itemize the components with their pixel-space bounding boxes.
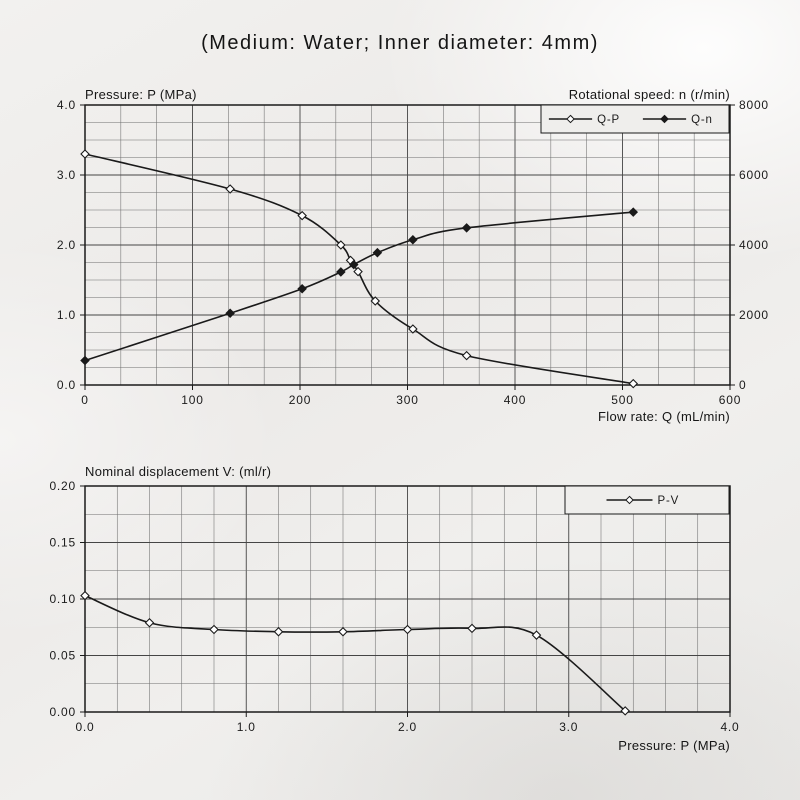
y-tick-label: 0.15: [49, 536, 76, 550]
open-diamond: [408, 324, 418, 334]
page-title: (Medium: Water; Inner diameter: 4mm): [201, 32, 599, 54]
x-tick-label: 400: [504, 393, 526, 407]
open-diamond: [402, 624, 413, 635]
filled-diamond: [348, 259, 359, 270]
open-diamond: [338, 626, 348, 637]
x-tick-label: 3.0: [559, 720, 578, 734]
x-tick-label: 4.0: [720, 720, 739, 734]
open-diamond: [80, 590, 90, 601]
y-tick-label: 0.10: [49, 592, 76, 606]
legend-marker: [660, 114, 669, 124]
open-diamond: [531, 630, 542, 640]
legend: Q-P Q-n: [540, 104, 730, 134]
flow-rate-chart: Pressure: P (MPa) Rotational speed: n (r…: [0, 85, 800, 445]
pressure-axis-title: Pressure: P (MPa): [85, 87, 197, 102]
legend-label: Q-n: [691, 114, 713, 126]
series-Q-P: [80, 149, 639, 389]
y-right-tick-label: 0: [739, 378, 746, 392]
grid: [85, 105, 730, 385]
y-tick-label: 0.20: [49, 479, 76, 493]
x-tick-label: 0: [81, 393, 88, 407]
displacement-x-axis-title: Pressure: P (MPa): [618, 738, 730, 753]
legend-label: Q-P: [597, 114, 620, 126]
open-diamond: [620, 706, 630, 716]
open-diamond: [353, 266, 363, 277]
x-tick-label: 0.0: [75, 720, 94, 734]
series-P-V: [80, 590, 630, 716]
filled-diamond: [80, 355, 90, 366]
flow-rate-x-axis-title: Flow rate: Q (mL/min): [598, 409, 730, 424]
x-tick-label: 1.0: [237, 720, 256, 734]
filled-diamond: [372, 247, 383, 258]
filled-diamond: [461, 223, 472, 233]
x-tick-label: 500: [611, 393, 633, 407]
y-tick-label: 1.0: [57, 308, 76, 322]
legend-label: P-V: [658, 495, 680, 507]
axis-ticks: 0.0 1.0 2.0 3.0 4.0 0.00 0.05 0.10 0.15 0.20: [49, 479, 739, 734]
displacement-axis-title: Nominal displacement V: (ml/r): [85, 464, 272, 479]
legend: P-V: [564, 485, 730, 515]
grid: [85, 486, 730, 712]
y-tick-label: 3.0: [57, 168, 76, 182]
filled-diamond: [628, 207, 639, 217]
legend-marker: [566, 114, 575, 124]
open-diamond: [144, 617, 155, 628]
filled-diamond: [297, 283, 307, 294]
x-tick-label: 200: [289, 393, 311, 407]
y-tick-label: 4.0: [57, 98, 76, 112]
displacement-plot: 0.0 1.0 2.0 3.0 4.0 0.00 0.05 0.10 0.15 0.20 P-V: [49, 479, 739, 734]
open-diamond: [461, 350, 472, 361]
filled-diamond: [225, 308, 235, 319]
open-diamond: [370, 296, 381, 306]
y-right-tick-label: 8000: [739, 98, 769, 112]
x-tick-label: 300: [396, 393, 418, 407]
open-diamond: [297, 210, 307, 221]
y-tick-label: 2.0: [57, 238, 76, 252]
x-tick-label: 2.0: [398, 720, 417, 734]
rotational-speed-axis-title: Rotational speed: n (r/min): [568, 87, 730, 102]
filled-diamond: [408, 234, 418, 245]
series-Q-n: [80, 207, 639, 366]
x-tick-label: 100: [181, 393, 203, 407]
y-tick-label: 0.0: [57, 378, 76, 392]
open-diamond: [209, 624, 219, 635]
y-right-tick-label: 2000: [739, 308, 769, 322]
open-diamond: [225, 184, 235, 194]
filled-diamond: [336, 267, 346, 277]
open-diamond: [467, 623, 477, 634]
displacement-chart: Nominal displacement V: (ml/r) 0.0 1.0 2.0…: [0, 462, 800, 792]
y-right-tick-label: 4000: [739, 238, 769, 252]
flow-rate-plot: 0 100 200 300 400 500 600 0.0 1.0 2.0 3.0 4.0 0 2000 4…: [57, 98, 769, 407]
open-diamond: [80, 149, 90, 159]
legend-marker: [625, 495, 634, 505]
open-diamond: [628, 378, 639, 389]
open-diamond: [336, 240, 346, 250]
open-diamond: [273, 626, 284, 637]
y-tick-label: 0.05: [49, 649, 76, 663]
y-tick-label: 0.00: [49, 705, 76, 719]
y-right-tick-label: 6000: [739, 168, 769, 182]
axis-ticks: 0 100 200 300 400 500 600 0.0 1.0 2.0 3.0 4.0 0 2000 4…: [57, 98, 769, 407]
x-tick-label: 600: [719, 393, 741, 407]
